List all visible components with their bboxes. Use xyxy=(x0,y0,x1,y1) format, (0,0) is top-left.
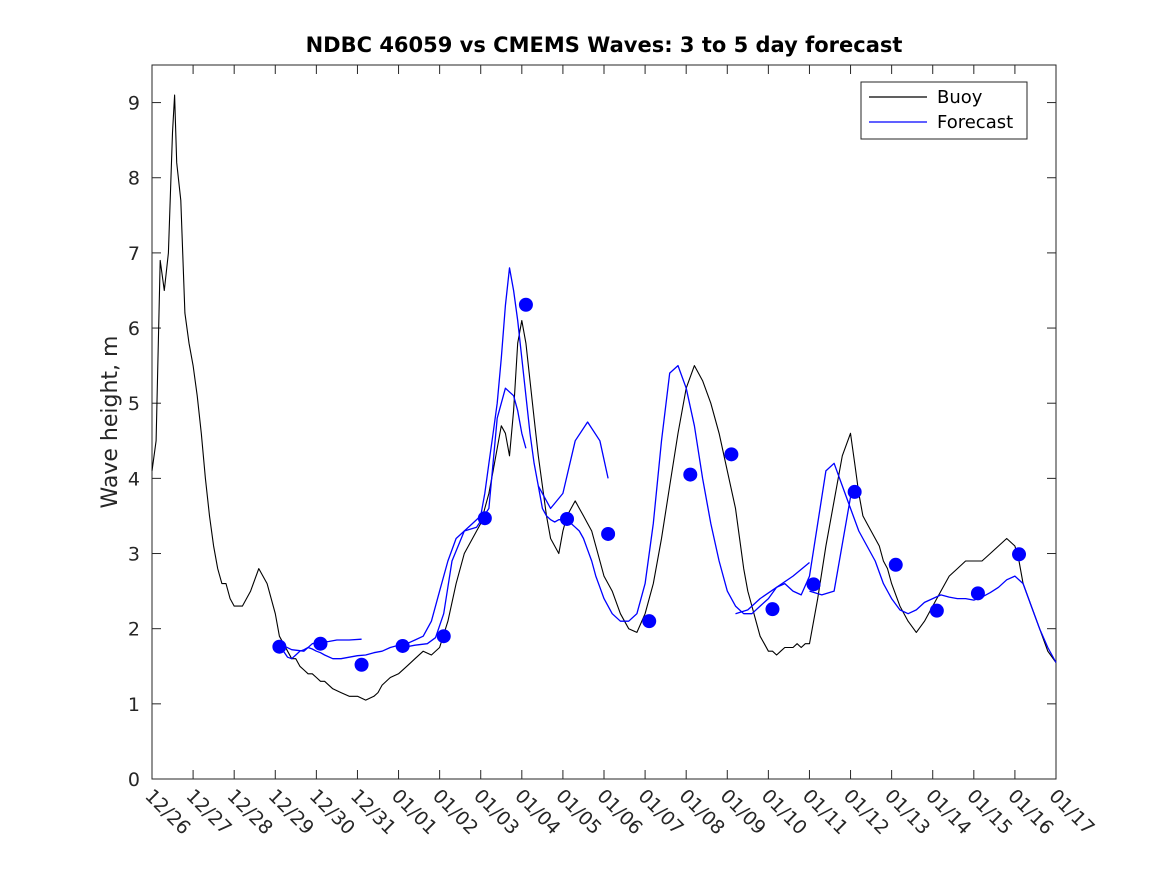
forecast-marker xyxy=(642,614,657,629)
y-tick-label: 8 xyxy=(128,168,140,190)
y-tick-label: 0 xyxy=(128,769,140,791)
y-tick-label: 4 xyxy=(128,468,140,490)
y-axis-label: Wave height, m xyxy=(98,336,123,509)
chart-title: NDBC 46059 vs CMEMS Waves: 3 to 5 day fo… xyxy=(306,33,903,57)
forecast-marker xyxy=(477,511,492,526)
forecast-line-5 xyxy=(809,497,852,596)
forecast-line-0 xyxy=(278,267,1057,663)
forecast-marker xyxy=(395,638,410,653)
forecast-marker xyxy=(765,602,780,617)
forecast-marker xyxy=(970,586,985,601)
forecast-line-2 xyxy=(402,387,527,649)
y-tick-label: 5 xyxy=(128,393,140,415)
y-tick-label: 1 xyxy=(128,694,140,716)
y-tick-label: 2 xyxy=(128,619,140,641)
y-tick-label: 7 xyxy=(128,243,140,265)
legend: Buoy Forecast xyxy=(860,81,1028,140)
forecast-marker xyxy=(929,603,944,618)
legend-label-forecast: Forecast xyxy=(937,112,1013,133)
forecast-marker xyxy=(436,629,451,644)
forecast-line-3 xyxy=(537,421,609,510)
forecast-marker xyxy=(1012,547,1027,562)
forecast-marker xyxy=(560,511,575,526)
forecast-line-4 xyxy=(735,561,810,615)
y-tick-label: 9 xyxy=(128,93,140,115)
forecast-marker xyxy=(518,297,533,312)
forecast-marker xyxy=(847,484,862,499)
y-tick-label: 6 xyxy=(128,318,140,340)
forecast-marker xyxy=(601,526,616,541)
forecast-marker xyxy=(888,557,903,572)
forecast-marker xyxy=(724,447,739,462)
legend-box xyxy=(860,81,1028,140)
forecast-marker xyxy=(806,577,821,592)
forecast-markers xyxy=(272,297,1027,672)
legend-label-buoy: Buoy xyxy=(937,87,983,108)
plot-area xyxy=(151,64,1057,780)
forecast-marker xyxy=(272,639,287,654)
forecast-marker xyxy=(313,636,328,651)
forecast-marker xyxy=(354,657,369,672)
y-tick-label: 3 xyxy=(128,544,140,566)
forecast-marker xyxy=(683,467,698,482)
